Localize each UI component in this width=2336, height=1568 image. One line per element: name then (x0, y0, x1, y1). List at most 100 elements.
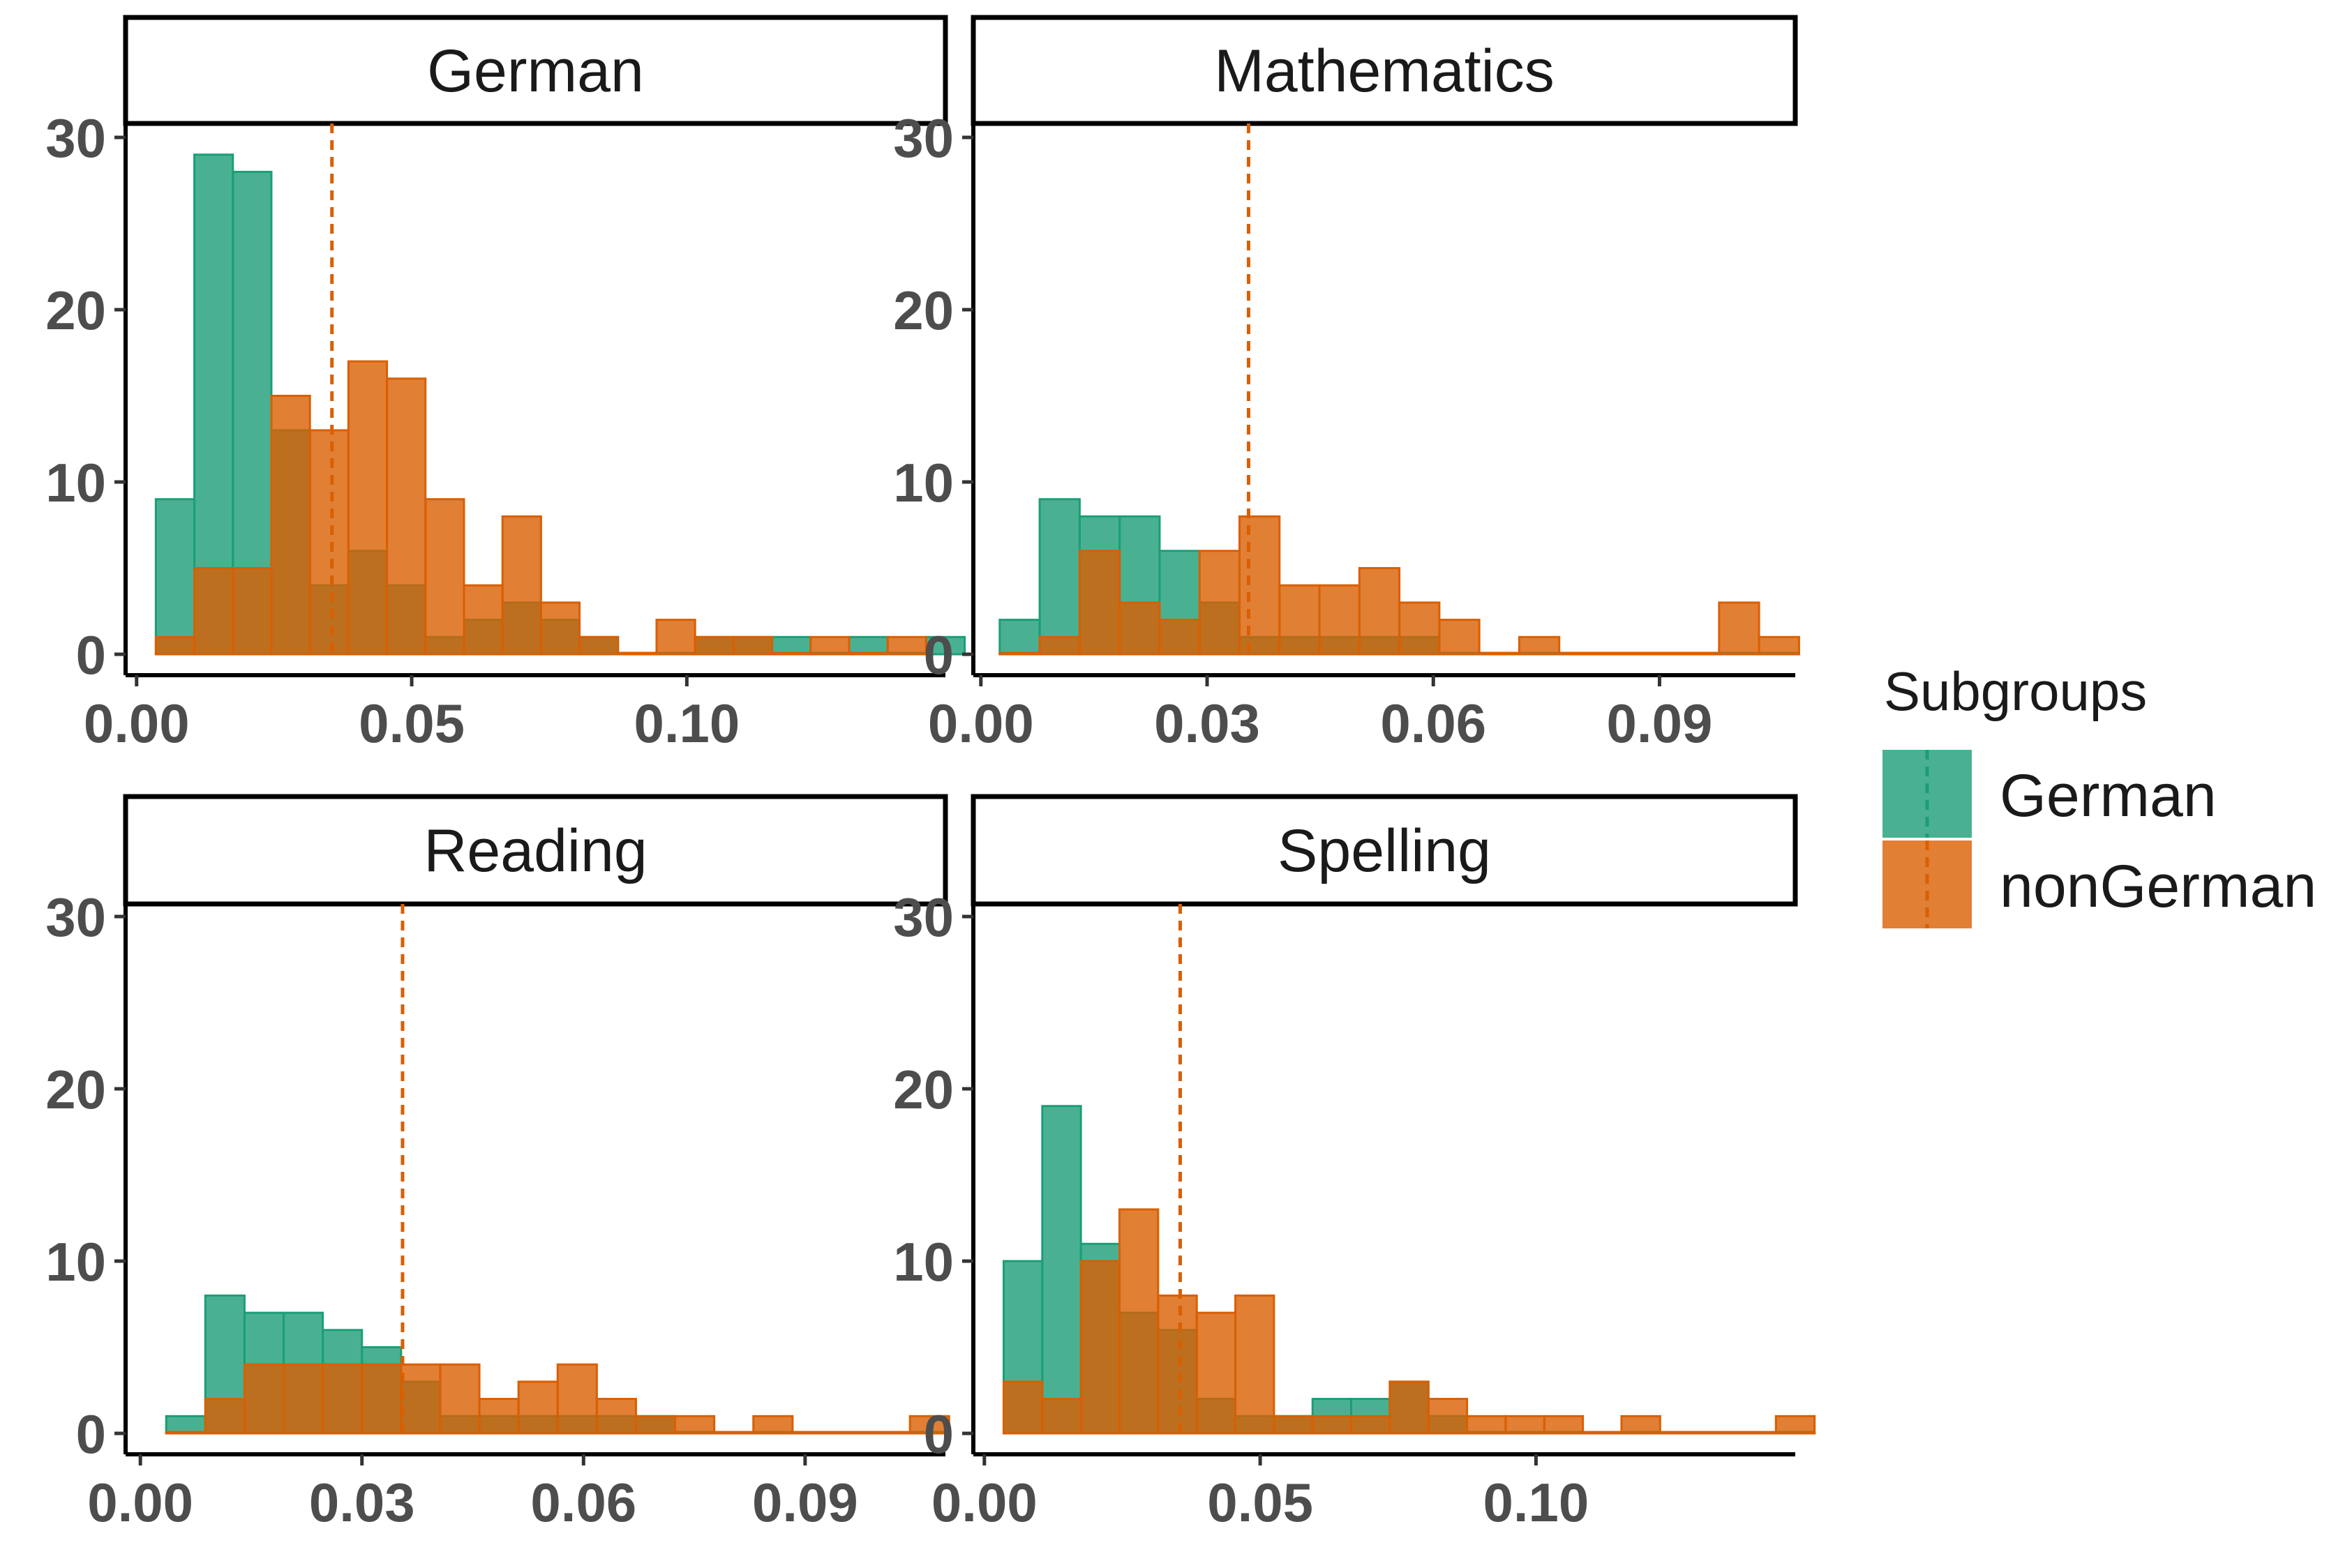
x-tick-label-mathematics: 0.09 (1607, 693, 1713, 754)
bar-nongerman-spelling (1234, 1294, 1275, 1435)
bar-nongerman-reading (165, 1431, 207, 1435)
bar-nongerman-german (463, 584, 504, 656)
bar-nongerman-mathematics (1678, 651, 1721, 656)
bar-nongerman-german (578, 635, 620, 656)
facet-reading: Reading 0 10 20 30 0.00 0.03 0.06 0.09 (45, 794, 950, 1533)
bar-nongerman-mathematics (1438, 619, 1481, 656)
bar-nongerman-german (655, 619, 696, 656)
legend-title: Subgroups (1884, 661, 2147, 722)
y-tick-label-german: 20 (45, 280, 106, 341)
bar-nongerman-reading (517, 1380, 559, 1435)
x-tick-label-german: 0.00 (84, 693, 190, 754)
y-tick-label-mathematics: 20 (893, 280, 954, 341)
bar-nongerman-reading (400, 1363, 442, 1435)
bar-nongerman-german (539, 601, 581, 656)
bar-nongerman-german (848, 651, 889, 656)
bar-german-german (924, 635, 966, 656)
bar-nongerman-mathematics (998, 651, 1041, 656)
bar-nongerman-spelling (1698, 1431, 1739, 1435)
bar-nongerman-spelling (1350, 1415, 1391, 1435)
y-tick-label-german: 0 (76, 624, 106, 686)
y-tick-label-german: 30 (45, 107, 106, 169)
bar-german-reading (165, 1415, 207, 1435)
bars-reading (165, 1294, 950, 1435)
bar-nongerman-mathematics (1318, 584, 1361, 656)
strip-title-german: German (427, 38, 644, 105)
bar-nongerman-spelling (1736, 1431, 1777, 1435)
bar-nongerman-german (347, 360, 389, 656)
bar-nongerman-german (886, 635, 927, 656)
legend-item-german: German (1882, 750, 2217, 838)
bar-nongerman-reading (713, 1431, 755, 1435)
bar-nongerman-reading (830, 1431, 872, 1435)
bars-mathematics (998, 498, 1800, 656)
bar-nongerman-spelling (1504, 1415, 1545, 1435)
bar-nongerman-reading (439, 1363, 481, 1435)
y-tick-label-mathematics: 10 (893, 452, 954, 513)
bar-nongerman-german (732, 635, 774, 656)
strip-title-reading: Reading (424, 817, 647, 884)
y-tick-label-german: 10 (45, 452, 106, 513)
bar-nongerman-reading (478, 1398, 520, 1435)
bar-german-spelling (1041, 1105, 1082, 1435)
x-tick-label-reading: 0.00 (87, 1472, 193, 1533)
bar-nongerman-spelling (1157, 1294, 1198, 1435)
bar-nongerman-spelling (1427, 1398, 1469, 1435)
x-tick-label-spelling: 0.05 (1207, 1472, 1313, 1533)
y-tick-label-mathematics: 0 (924, 624, 954, 686)
bar-nongerman-mathematics (1598, 651, 1640, 656)
bar-nongerman-german (193, 567, 234, 656)
bar-nongerman-german (308, 429, 350, 656)
bar-nongerman-mathematics (1078, 550, 1121, 656)
bar-nongerman-spelling (1311, 1415, 1353, 1435)
x-tick-label-german: 0.05 (359, 693, 465, 754)
bar-nongerman-spelling (1118, 1208, 1160, 1435)
bar-nongerman-spelling (1543, 1415, 1585, 1435)
bar-nongerman-reading (556, 1363, 598, 1435)
bar-nongerman-reading (634, 1415, 677, 1435)
bar-nongerman-mathematics (1118, 601, 1161, 656)
strip-mathematics (971, 15, 1798, 126)
facet-german: German 0 10 20 30 0.00 0.05 0.10 (45, 15, 966, 754)
x-tick-label-spelling: 0.00 (931, 1472, 1038, 1533)
bar-nongerman-spelling (1195, 1311, 1237, 1435)
bar-nongerman-mathematics (1638, 651, 1681, 656)
legend-item-nongerman: nonGerman (1882, 840, 2316, 928)
bar-nongerman-german (386, 377, 427, 656)
bar-nongerman-german (771, 651, 812, 656)
bar-nongerman-mathematics (1718, 601, 1760, 656)
bar-nongerman-spelling (1388, 1380, 1430, 1435)
bar-nongerman-german (809, 635, 851, 656)
strip-title-mathematics: Mathematics (1214, 38, 1555, 105)
x-tick-label-reading: 0.06 (530, 1472, 636, 1533)
strip-title-spelling: Spelling (1278, 817, 1491, 884)
strip-spelling (971, 794, 1798, 907)
facet-mathematics: Mathematics 0 10 20 30 0.00 0.03 0.06 0.09 (893, 15, 1800, 754)
strip-german (123, 15, 948, 126)
x-tick-label-mathematics: 0.00 (928, 693, 1034, 754)
x-tick-label-reading: 0.03 (309, 1472, 415, 1533)
bar-nongerman-mathematics (1358, 567, 1401, 656)
bar-nongerman-mathematics (1558, 651, 1601, 656)
bar-nongerman-mathematics (1238, 515, 1281, 656)
y-tick-label-spelling: 30 (893, 887, 954, 948)
bar-nongerman-mathematics (1518, 635, 1561, 656)
bar-nongerman-reading (752, 1415, 794, 1435)
bar-nongerman-spelling (1079, 1260, 1121, 1435)
bar-nongerman-mathematics (1158, 619, 1201, 656)
bar-nongerman-spelling (1273, 1415, 1314, 1435)
legend-label-german: German (2000, 762, 2217, 829)
y-tick-label-reading: 10 (45, 1231, 106, 1292)
y-tick-label-mathematics: 30 (893, 107, 954, 169)
bar-nongerman-german (232, 567, 273, 656)
bar-german-german (154, 498, 196, 656)
bar-nongerman-reading (869, 1431, 911, 1435)
bars-spelling (1002, 1105, 1816, 1435)
bar-nongerman-reading (243, 1363, 285, 1435)
bar-nongerman-spelling (1002, 1380, 1044, 1435)
facet-spelling: Spelling 0 10 20 30 0.00 0.05 0.10 (893, 794, 1816, 1533)
bar-nongerman-spelling (1620, 1415, 1661, 1435)
bar-nongerman-spelling (1041, 1398, 1082, 1435)
bar-nongerman-mathematics (1758, 635, 1800, 656)
bar-nongerman-reading (674, 1415, 716, 1435)
